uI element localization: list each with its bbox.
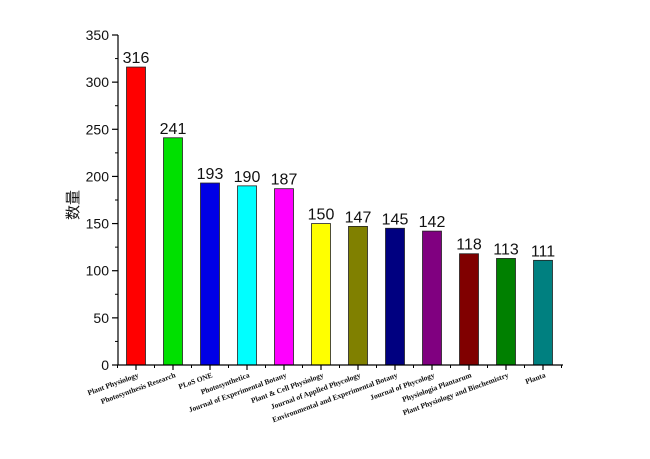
bar: 316: [123, 50, 150, 366]
y-tick-label: 300: [86, 74, 110, 90]
bar-value-label: 316: [123, 50, 150, 67]
bar-value-label: 190: [234, 169, 261, 186]
bars: 316 241 193 190 187 150 147 145 142 118 113 111: [123, 50, 555, 366]
bar: 142: [419, 214, 446, 366]
y-tick-label: 250: [86, 121, 110, 137]
bar-value-label: 241: [160, 121, 187, 138]
y-tick-label: 150: [86, 216, 110, 232]
bar-value-label: 187: [271, 172, 298, 189]
bar: 193: [197, 166, 224, 366]
y-tick-label: 350: [86, 27, 110, 43]
bar: 147: [345, 209, 372, 366]
y-tick-label: 100: [86, 263, 110, 279]
bar-value-label: 150: [308, 207, 335, 224]
bar: 145: [382, 211, 409, 366]
bar-value-label: 193: [197, 166, 224, 183]
bar-value-label: 113: [493, 241, 519, 258]
bar: 241: [160, 121, 187, 366]
bar: 113: [493, 241, 519, 366]
y-tick-label: 0: [101, 357, 109, 373]
bar-value-label: 118: [456, 237, 482, 254]
bar-value-label: 142: [419, 214, 446, 231]
y-tick-label: 50: [93, 310, 109, 326]
bar: 190: [234, 169, 261, 366]
bar-value-label: 145: [382, 211, 409, 228]
y-axis: 0 50 100 150 200 250 300 350: [86, 27, 119, 373]
y-tick-label: 200: [86, 168, 110, 184]
x-category-label: Planta: [524, 370, 547, 386]
bar-value-label: 147: [345, 209, 372, 226]
bar: 118: [456, 237, 482, 366]
y-axis-label: 数量: [64, 190, 82, 220]
bar-value-label: 111: [531, 243, 555, 260]
bar: 150: [308, 207, 335, 366]
bar: 111: [531, 243, 555, 366]
bar: 187: [271, 172, 298, 366]
